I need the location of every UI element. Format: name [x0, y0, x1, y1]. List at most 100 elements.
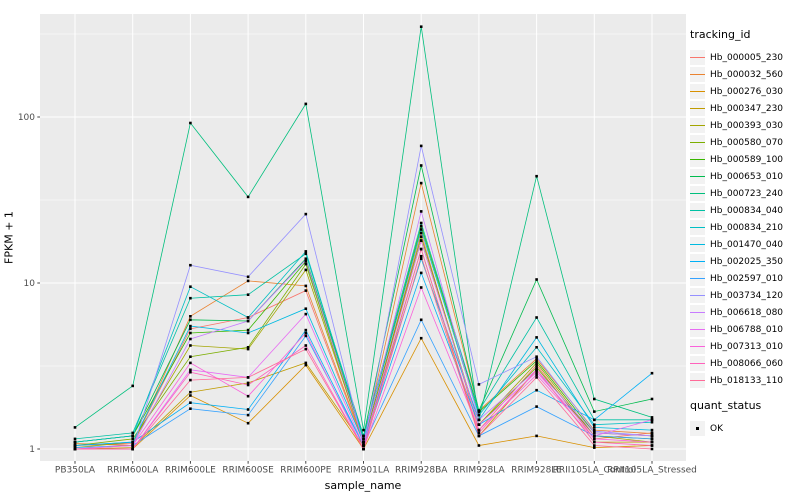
data-point	[535, 388, 538, 392]
data-point	[131, 434, 134, 438]
data-point	[419, 210, 423, 213]
data-point	[189, 285, 192, 288]
legend-entry: Hb_018133_110	[690, 373, 798, 388]
data-point	[593, 397, 596, 401]
legend-title-quant-status: quant_status	[690, 399, 762, 412]
data-point	[304, 361, 308, 365]
legend-key-swatch	[690, 339, 705, 354]
data-point	[131, 442, 134, 445]
data-point	[131, 437, 134, 441]
data-point	[304, 258, 308, 262]
data-point	[535, 361, 538, 365]
data-point	[535, 278, 538, 281]
data-point	[131, 447, 134, 451]
data-point	[593, 446, 596, 449]
data-point	[304, 331, 308, 335]
data-point	[650, 418, 654, 422]
legend-entry-label: Hb_000393_030	[710, 120, 784, 131]
legend-entry: Hb_000393_030	[690, 118, 798, 133]
data-point	[304, 252, 308, 256]
data-point	[304, 268, 308, 272]
data-point	[304, 212, 308, 216]
data-point	[535, 373, 538, 377]
legend-entry: Hb_000347_230	[690, 101, 798, 116]
legend-key-swatch	[690, 118, 705, 133]
data-point	[419, 247, 423, 251]
data-point	[419, 271, 423, 275]
data-point	[246, 421, 250, 425]
data-point	[246, 408, 250, 411]
legend-key-swatch	[690, 101, 705, 116]
data-point	[419, 224, 423, 228]
data-point	[189, 324, 192, 328]
legend-key-swatch	[690, 67, 705, 82]
data-point	[246, 394, 250, 398]
data-point	[535, 316, 538, 319]
data-point	[419, 144, 423, 148]
legend-entry: Hb_000032_560	[690, 67, 798, 82]
data-point	[304, 262, 308, 266]
data-point	[593, 440, 596, 444]
data-point	[535, 405, 538, 408]
data-point	[650, 444, 654, 447]
legend-line-icon	[690, 294, 705, 297]
data-point	[535, 370, 538, 374]
data-point	[419, 239, 423, 242]
legend-entry: Hb_000834_040	[690, 203, 798, 218]
data-point	[304, 307, 308, 310]
legend-line-icon	[690, 311, 705, 314]
data-point	[73, 444, 77, 447]
legend-key-swatch	[690, 169, 705, 184]
data-point	[73, 442, 77, 445]
legend-line-icon	[690, 209, 705, 212]
data-point	[419, 254, 423, 258]
x-axis-title: sample_name	[324, 479, 402, 492]
data-point	[246, 319, 250, 323]
data-point	[189, 344, 192, 347]
data-point	[131, 431, 134, 435]
legend-entry-label: Hb_007313_010	[710, 341, 784, 352]
data-point	[304, 260, 308, 263]
data-point	[246, 383, 250, 387]
legend-entry-label: Hb_000834_040	[710, 205, 784, 216]
data-point	[189, 337, 192, 341]
data-point	[189, 401, 192, 404]
data-point	[477, 431, 481, 435]
legend-line-icon	[690, 141, 705, 144]
legend-key-swatch	[690, 186, 705, 201]
data-point	[189, 368, 192, 372]
data-point	[535, 368, 538, 372]
data-point	[189, 394, 192, 397]
data-point	[650, 447, 654, 451]
legend-entry-label: OK	[710, 423, 723, 434]
data-point	[246, 293, 250, 296]
legend-key-swatch	[690, 135, 705, 150]
legend-entry: Hb_000834_210	[690, 220, 798, 235]
legend-line-icon	[690, 158, 705, 161]
legend-entry-label: Hb_006788_010	[710, 324, 784, 335]
legend-entry: Hb_008066_060	[690, 356, 798, 371]
data-point	[304, 344, 308, 347]
data-point	[650, 432, 654, 435]
x-tick-label: RRIM928LE	[511, 466, 562, 476]
data-point	[362, 440, 365, 444]
data-point	[535, 376, 538, 379]
data-point	[650, 437, 654, 441]
data-point	[535, 346, 538, 349]
data-point	[419, 336, 423, 340]
legend-key-swatch	[690, 356, 705, 371]
legend-entry-label: Hb_000276_030	[710, 86, 784, 97]
data-point	[131, 446, 134, 449]
data-point	[477, 413, 481, 417]
data-point	[304, 334, 308, 338]
data-point	[362, 447, 365, 451]
data-point	[362, 428, 365, 432]
data-point	[650, 420, 654, 424]
x-tick-label: RRIM600SE	[222, 466, 274, 476]
legend-key-swatch	[690, 322, 705, 337]
legend-entry-label: Hb_002025_350	[710, 256, 784, 267]
data-point	[477, 428, 481, 432]
data-point	[189, 355, 192, 358]
legend-key-swatch	[690, 373, 705, 388]
